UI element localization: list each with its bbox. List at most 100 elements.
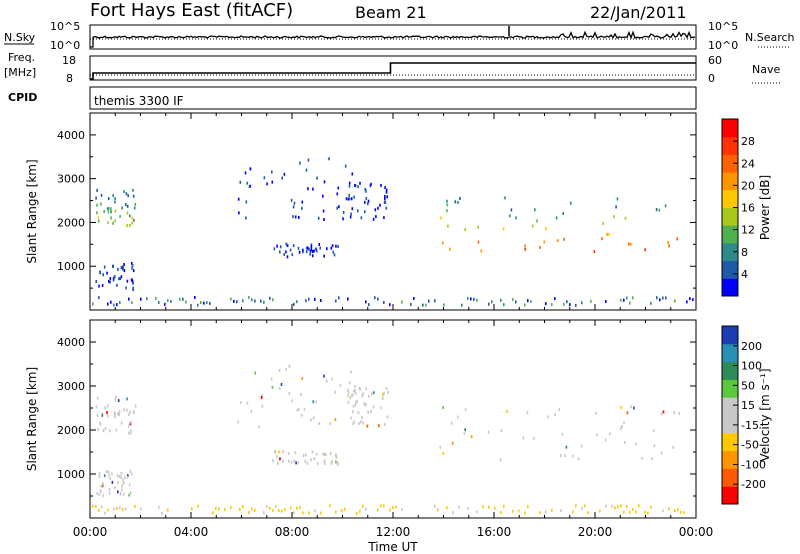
power-cell xyxy=(348,184,351,188)
velocity-cell xyxy=(126,397,128,401)
power-colorbar-segment xyxy=(722,242,738,262)
power-cell xyxy=(289,248,292,252)
power-ground-cell xyxy=(92,302,94,306)
power-cell xyxy=(354,184,356,187)
velocity-ground-cell xyxy=(191,507,193,511)
velocity-ground-cell xyxy=(335,510,337,514)
x-tick-label: 20:00 xyxy=(578,525,613,539)
velocity-cell xyxy=(118,475,121,478)
velocity-ground-cell xyxy=(560,509,562,512)
power-cell xyxy=(616,197,619,201)
power-ground-cell xyxy=(443,303,445,307)
velocity-cell xyxy=(318,421,320,425)
velocity-cell xyxy=(350,370,352,374)
velocity-cell xyxy=(116,412,119,416)
velocity-cell xyxy=(366,424,369,428)
velocity-cell xyxy=(487,430,490,434)
power-cell xyxy=(294,215,297,219)
velocity-cell xyxy=(95,405,98,409)
velocity-ground-cell xyxy=(551,508,553,512)
velocity-cell xyxy=(296,408,299,412)
velocity-ground-cell xyxy=(239,507,241,511)
velocity-ground-cell xyxy=(629,511,631,514)
velocity-cell xyxy=(347,390,350,394)
power-cell xyxy=(364,187,367,191)
velocity-cell xyxy=(106,411,108,414)
power-cell xyxy=(367,199,370,203)
power-cell xyxy=(658,208,661,212)
power-cell xyxy=(524,247,526,251)
power-cell xyxy=(244,171,247,175)
power-cell xyxy=(281,176,283,180)
velocity-cell xyxy=(313,457,316,461)
velocity-cell xyxy=(323,462,326,466)
power-cell xyxy=(570,201,572,205)
power-cell xyxy=(117,267,119,271)
velocity-ground-cell xyxy=(263,511,265,515)
power-cell xyxy=(459,197,461,200)
nsky-line xyxy=(90,30,696,48)
velocity-cell xyxy=(630,405,632,409)
velocity-colorbar-label: 15 xyxy=(741,399,755,412)
velocity-cell xyxy=(96,413,99,417)
velocity-cell xyxy=(354,389,356,392)
power-cell xyxy=(367,202,369,206)
velocity-cell xyxy=(365,387,367,391)
velocity-cell xyxy=(282,450,284,454)
velocity-ground-cell xyxy=(614,506,616,510)
power-ground-cell xyxy=(335,299,337,303)
power-cell xyxy=(112,264,114,268)
velocity-cell xyxy=(651,457,653,461)
power-cell xyxy=(112,278,115,282)
velocity-colorbar-segment xyxy=(722,415,738,434)
power-cell xyxy=(319,246,321,250)
velocity-colorbar-segment xyxy=(722,343,738,363)
power-cell xyxy=(317,216,320,220)
velocity-cell xyxy=(288,364,291,368)
velocity-ground-cell xyxy=(638,504,640,508)
velocity-cell xyxy=(558,408,561,412)
power-cell xyxy=(386,195,388,199)
power-colorbar-segment xyxy=(722,225,738,244)
power-cell xyxy=(531,224,534,228)
power-cell xyxy=(347,197,350,201)
beam-title: Beam 21 xyxy=(355,3,427,22)
velocity-cell xyxy=(287,452,290,456)
power-cell xyxy=(337,186,340,190)
power-cell xyxy=(601,237,603,241)
velocity-cell xyxy=(609,432,611,436)
velocity-cell xyxy=(98,493,101,496)
velocity-cell xyxy=(128,493,130,497)
power-cell xyxy=(133,206,136,210)
velocity-cell xyxy=(678,411,681,415)
power-ground-cell xyxy=(272,298,274,302)
power-colorbar-label: 24 xyxy=(741,157,755,170)
nsky-tick-bottom: 10^0 xyxy=(50,39,80,52)
velocity-cell xyxy=(114,413,116,416)
velocity-cell xyxy=(103,474,106,478)
station-title: Fort Hays East (fitACF) xyxy=(90,0,293,21)
velocity-cell xyxy=(442,406,444,409)
velocity-cell xyxy=(120,475,122,479)
power-cell xyxy=(446,203,449,207)
velocity-cell xyxy=(370,410,372,413)
power-cell xyxy=(385,190,388,194)
velocity-cell xyxy=(240,401,242,405)
velocity-cell xyxy=(96,396,99,400)
power-cell xyxy=(524,244,526,248)
velocity-cell xyxy=(306,462,309,465)
power-cell xyxy=(348,181,351,185)
velocity-ground-cell xyxy=(266,505,268,508)
nsearch-tick-bottom: 10^0 xyxy=(708,39,738,52)
power-ground-cell xyxy=(413,297,415,300)
power-cell xyxy=(313,249,315,253)
power-cell xyxy=(509,214,511,218)
power-cell xyxy=(239,180,242,184)
power-cell xyxy=(126,211,129,215)
power-colorbar-segment xyxy=(722,260,738,279)
power-cell xyxy=(106,207,109,211)
velocity-cell xyxy=(323,459,326,463)
power-cell xyxy=(107,197,110,201)
velocity-cell xyxy=(297,407,300,411)
